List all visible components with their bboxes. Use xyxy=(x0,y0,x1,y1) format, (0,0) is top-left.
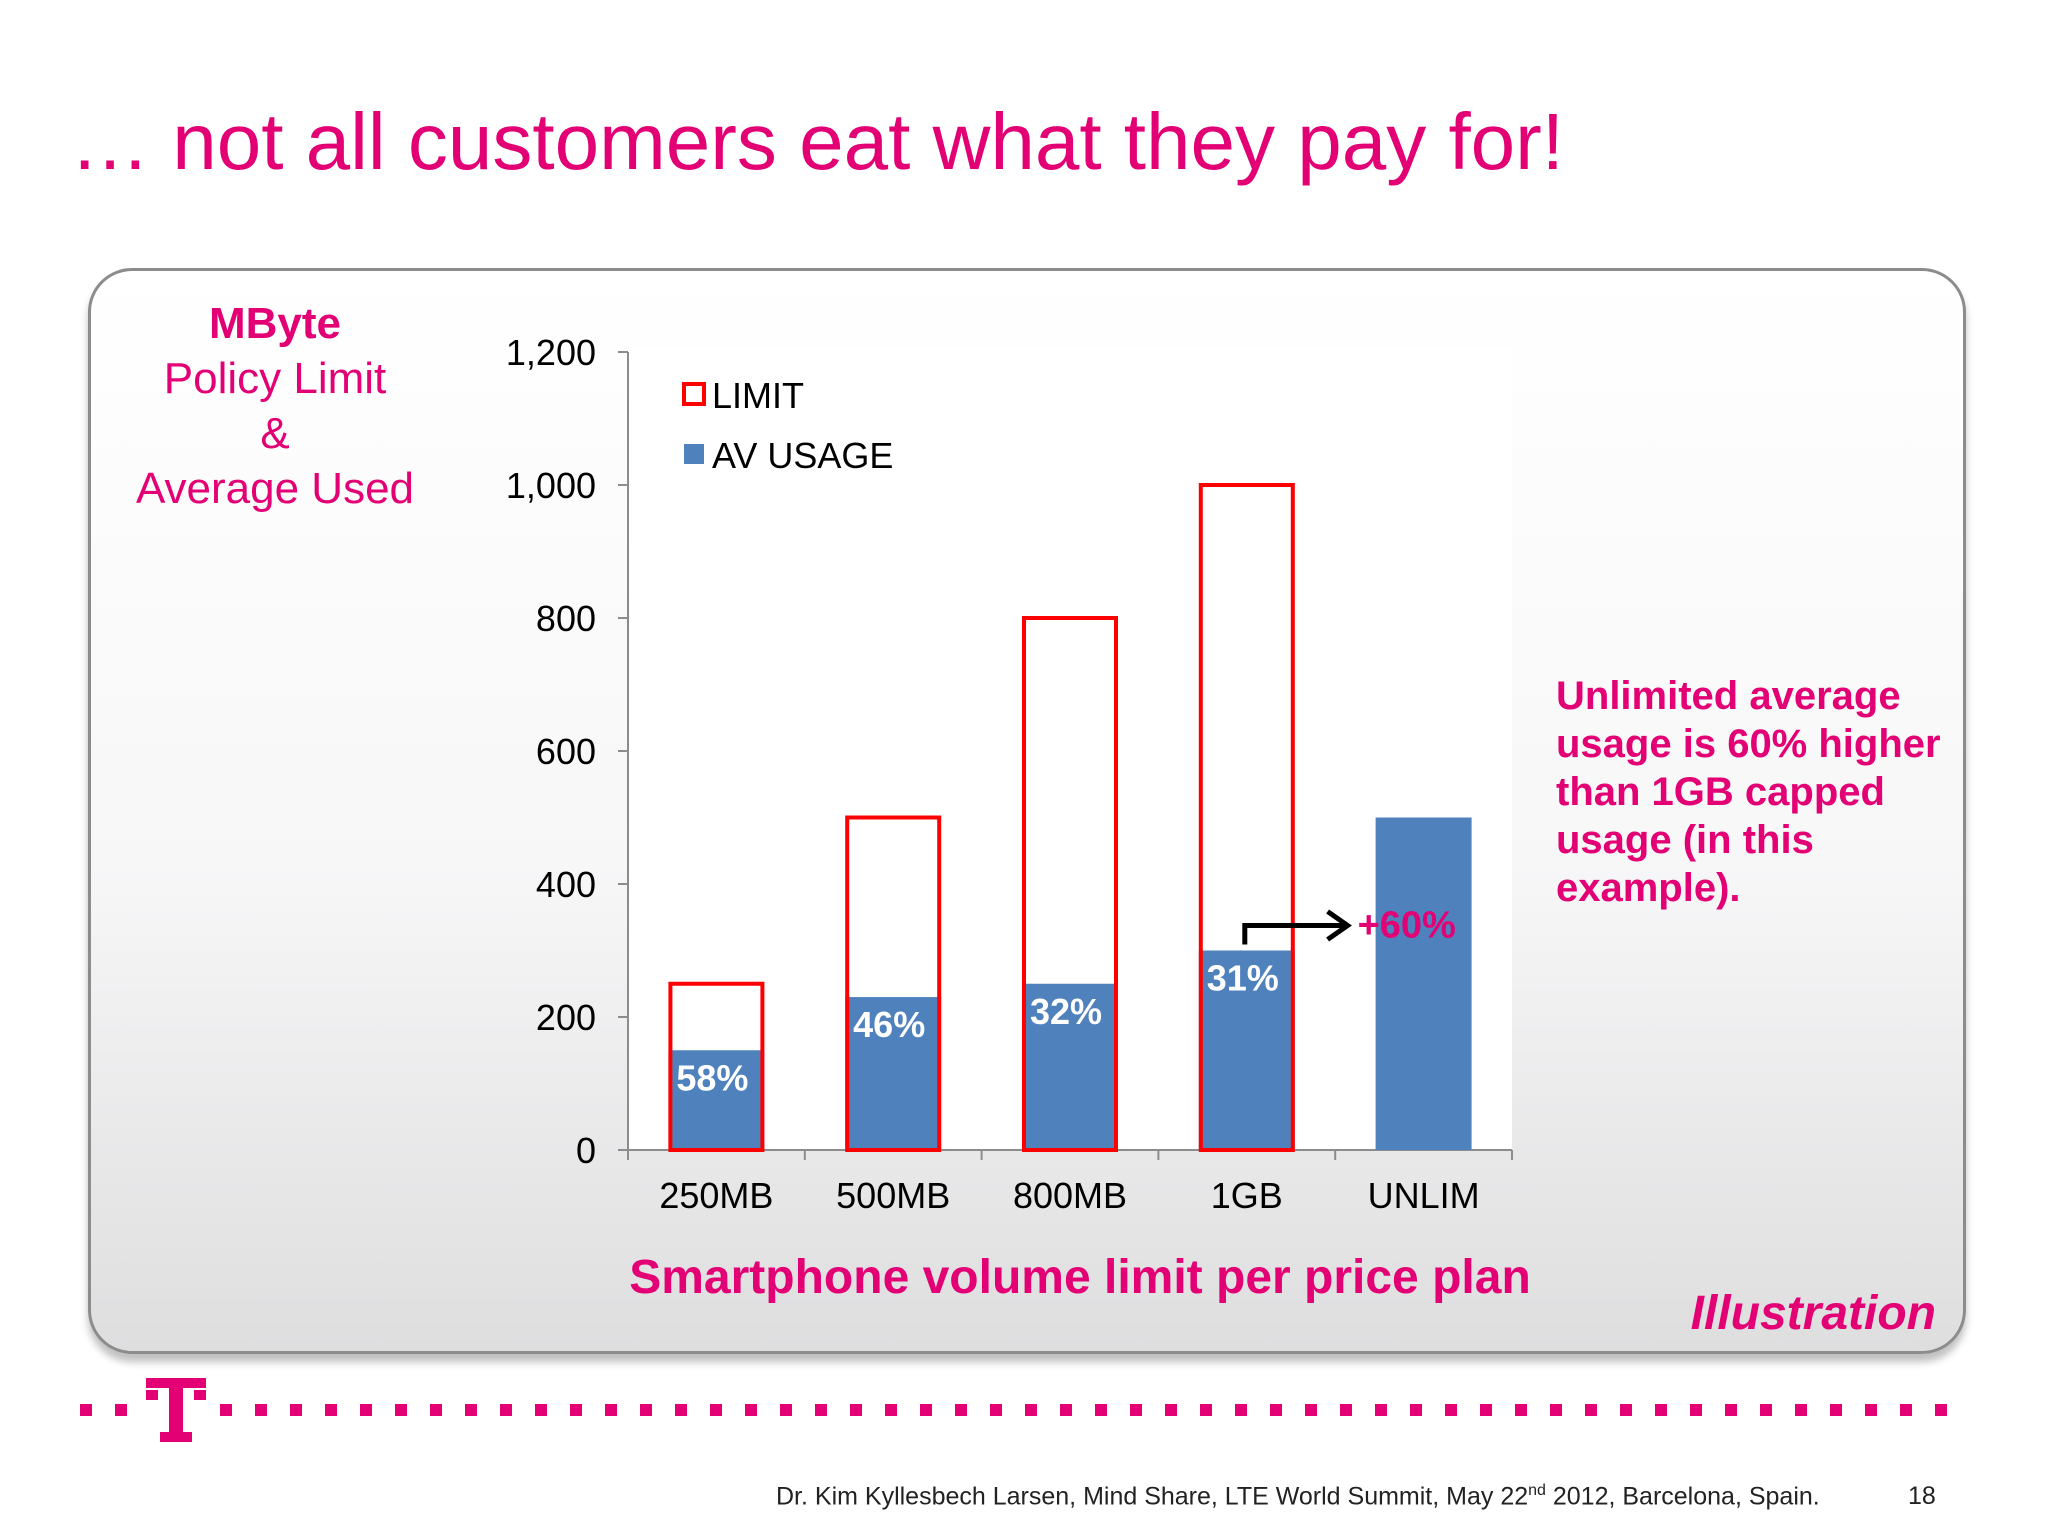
x-tick-label: 1GB xyxy=(1211,1175,1283,1216)
footer-credit-text-end: 2012, Barcelona, Spain. xyxy=(1545,1482,1820,1511)
x-tick-label: 800MB xyxy=(1013,1175,1127,1216)
telekom-logo xyxy=(146,1378,206,1442)
slide-title: … not all customers eat what they pay fo… xyxy=(70,97,1565,186)
arrow-line xyxy=(1242,923,1346,945)
footer-credit: Dr. Kim Kyllesbech Larsen, Mind Share, L… xyxy=(776,1482,1820,1511)
y-axis-title-line2: Policy Limit xyxy=(163,354,387,403)
usage-bar xyxy=(1198,950,1295,1150)
y-tick-label: 0 xyxy=(576,1130,596,1171)
x-tick-label: 500MB xyxy=(836,1175,950,1216)
usage-bar xyxy=(1022,983,1118,1150)
y-axis-title-line4: Average Used xyxy=(135,464,415,513)
limit-bar xyxy=(1198,483,1295,1152)
arrow-head xyxy=(1326,909,1352,942)
x-tick-label: UNLIM xyxy=(1368,1175,1480,1216)
y-tick-label: 1,200 xyxy=(506,332,596,373)
dotted-divider xyxy=(80,1404,1970,1416)
limit-bar xyxy=(668,981,765,1152)
legend-usage-label: AV USAGE xyxy=(712,435,893,476)
arrow-label: +60% xyxy=(1358,905,1456,947)
x-tick-label: 250MB xyxy=(659,1175,773,1216)
x-axis-title: Smartphone volume limit per price plan xyxy=(629,1251,1531,1304)
footer-credit-text: Dr. Kim Kyllesbech Larsen, Mind Share, L… xyxy=(776,1482,1529,1511)
y-axis-title-line3: & xyxy=(260,409,290,458)
illustration-label: Illustration xyxy=(1690,1287,1936,1340)
y-tick-label: 200 xyxy=(536,997,596,1038)
y-axis-title: MByte Policy Limit & Average Used xyxy=(100,296,450,516)
usage-percent-label: 46% xyxy=(853,1004,925,1045)
usage-bar xyxy=(1375,817,1472,1150)
footer-credit-sup: nd xyxy=(1528,1482,1546,1499)
page-number: 18 xyxy=(1908,1482,1936,1510)
usage-percent-label: 31% xyxy=(1207,958,1279,999)
y-axis-title-unit: MByte xyxy=(208,299,342,348)
legend-limit-swatch xyxy=(682,382,706,406)
limit-bar xyxy=(845,815,942,1152)
usage-bar xyxy=(845,997,942,1150)
y-tick-label: 1,000 xyxy=(506,465,596,506)
legend-limit-label: LIMIT xyxy=(712,375,804,416)
limit-bar xyxy=(1022,616,1118,1152)
y-tick-label: 800 xyxy=(536,598,596,639)
usage-percent-label: 58% xyxy=(676,1057,748,1098)
usage-percent-label: 32% xyxy=(1030,991,1102,1032)
annotation-note: Unlimited average usage is 60% higher th… xyxy=(1556,674,1941,910)
usage-bar xyxy=(668,1050,765,1150)
y-tick-label: 400 xyxy=(536,864,596,905)
legend-usage-swatch xyxy=(684,444,704,464)
y-tick-label: 600 xyxy=(536,731,596,772)
